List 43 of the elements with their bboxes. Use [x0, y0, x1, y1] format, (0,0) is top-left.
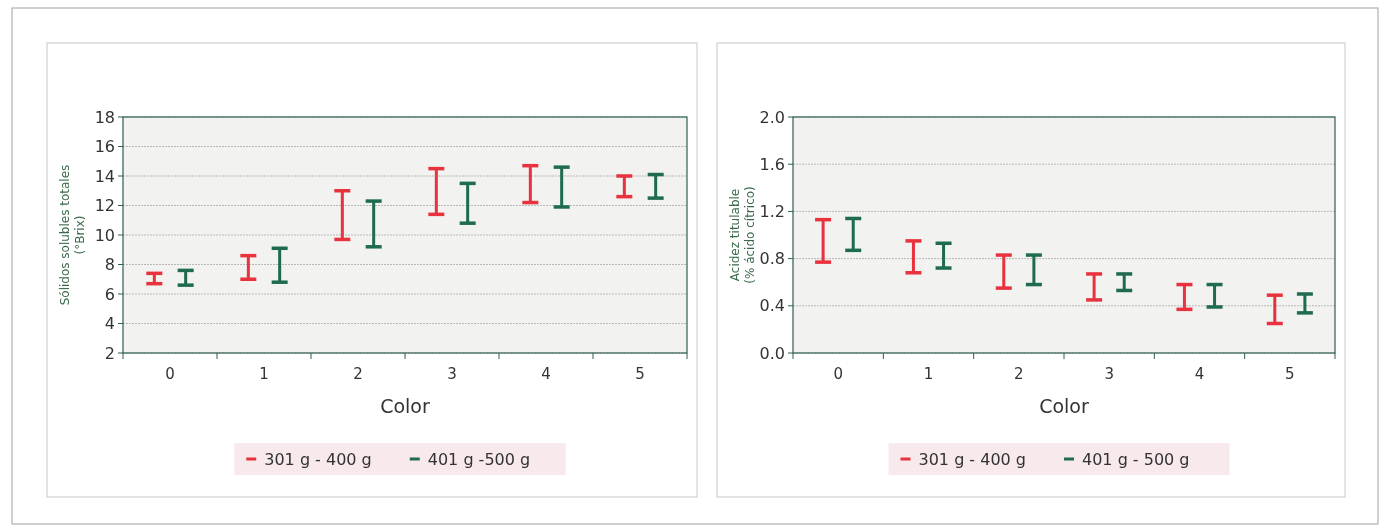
y-tick-label: 2: [104, 343, 115, 363]
x-tick-label: 1: [923, 365, 934, 383]
y-tick-label: 4: [104, 314, 115, 334]
x-tick-label: 2: [353, 365, 363, 383]
x-tick-label: 0: [165, 365, 175, 383]
x-tick-label: 3: [447, 365, 457, 383]
bar: [821, 219, 825, 263]
y-tick-label: 2.0: [759, 107, 785, 127]
y-tick-label: 0.0: [759, 343, 785, 363]
bar: [340, 190, 344, 240]
legend-label: 401 g -500 g: [427, 449, 531, 469]
y-tick-label: 6: [104, 284, 115, 304]
y-tick-label: 16: [94, 137, 115, 157]
bar: [434, 168, 438, 215]
y-tick-label: 8: [104, 255, 115, 275]
y-tick-label: 1.2: [759, 202, 785, 221]
x-axis-title: Color: [380, 395, 430, 417]
legend-label: 301 g - 400 g: [918, 449, 1027, 469]
bar: [851, 218, 855, 251]
x-tick-label: 4: [1194, 365, 1205, 383]
y-tick-label: 12: [94, 196, 115, 216]
y-axis-title: Acidez titulable (% ácido cítrico): [728, 186, 757, 284]
x-tick-label: 0: [833, 365, 843, 383]
x-tick-label: 5: [1285, 365, 1295, 383]
x-tick-label: 2: [1014, 365, 1024, 383]
x-tick-label: 4: [541, 365, 551, 383]
y-tick-label: 14: [94, 166, 115, 186]
y-tick-label: 0.4: [759, 296, 785, 316]
x-tick-label: 3: [1104, 365, 1114, 383]
y-axis-title: Sólidos solubles totales (°Brix): [58, 164, 87, 306]
y-tick-label: 0.8: [759, 249, 785, 269]
y-tick-label: 1.6: [759, 154, 785, 174]
x-tick-label: 5: [635, 365, 645, 383]
y-tick-label: 10: [94, 225, 115, 245]
bar: [466, 183, 470, 224]
x-axis-title: Color: [1039, 395, 1089, 417]
bar: [372, 201, 376, 247]
x-tick-label: 1: [259, 365, 269, 383]
legend-label: 401 g - 500 g: [1082, 449, 1190, 469]
y-tick-label: 18: [94, 107, 115, 127]
legend-label: 301 g - 400 g: [264, 449, 372, 469]
bar: [560, 167, 564, 207]
bar: [528, 165, 532, 203]
